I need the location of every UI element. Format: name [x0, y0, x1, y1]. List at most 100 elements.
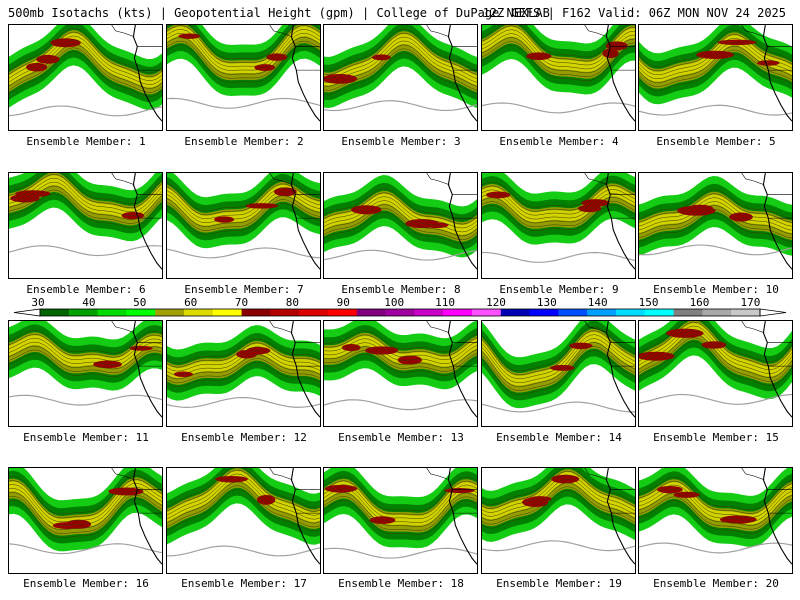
political-borders	[269, 25, 320, 71]
height-contour-dark	[167, 358, 320, 384]
height-contour-dark	[482, 33, 635, 70]
member-map-4	[481, 24, 636, 131]
height-contour-dark	[639, 333, 792, 378]
height-contour-dark	[9, 193, 162, 228]
height-contour-dark	[639, 37, 792, 76]
legend-swatch	[472, 309, 502, 316]
height-contour-dark	[639, 484, 792, 518]
height-contour-dark	[9, 475, 162, 515]
coastline	[290, 468, 320, 565]
height-contour-dark	[9, 353, 162, 378]
height-contour-dark	[167, 354, 320, 380]
header-title: 500mb Isotachs (kts) | Geopotential Heig…	[8, 6, 550, 20]
legend-tick: 140	[587, 296, 608, 309]
coastline	[132, 321, 162, 418]
jet-stream-map	[9, 321, 162, 418]
political-borders	[111, 25, 162, 71]
wind-band-30kt	[324, 470, 477, 541]
legend-swatch	[328, 309, 358, 316]
legend-tick: 30	[31, 296, 45, 309]
political-borders	[426, 468, 477, 514]
member-map-19	[481, 467, 636, 574]
height-contour-dark	[167, 469, 320, 512]
height-contour-gray	[639, 393, 792, 405]
height-contour-dark	[167, 481, 320, 524]
height-contour-gray	[167, 97, 320, 109]
height-contour-dark	[324, 488, 477, 523]
coastline	[605, 468, 635, 565]
member-label-5: Ensemble Member: 5	[656, 135, 776, 148]
height-contour-dark	[639, 488, 792, 522]
political-borders	[584, 173, 635, 219]
political-borders	[426, 321, 477, 367]
political-borders	[584, 321, 635, 367]
legend-swatch	[644, 309, 674, 316]
coastline	[605, 25, 635, 122]
member-label-15: Ensemble Member: 15	[653, 431, 779, 444]
height-contour-dark	[9, 494, 162, 534]
member-label-18: Ensemble Member: 18	[338, 577, 464, 590]
height-contour-dark	[9, 345, 162, 370]
wind-band-70kt	[482, 472, 635, 520]
legend-swatch	[97, 309, 127, 316]
member-label-8: Ensemble Member: 8	[341, 283, 461, 296]
height-contour-dark	[324, 208, 477, 241]
member-label-1: Ensemble Member: 1	[26, 135, 146, 148]
jet-stream-map	[167, 468, 320, 565]
height-contour-dark	[482, 41, 635, 78]
member-map-14	[481, 320, 636, 427]
height-contour-dark	[639, 325, 792, 370]
height-contour-dark	[639, 189, 792, 219]
legend-tick: 90	[336, 296, 350, 309]
height-contour-dark	[639, 49, 792, 87]
legend-swatch	[702, 309, 732, 316]
height-contour-gray	[324, 547, 477, 559]
wind-band-70kt	[167, 26, 320, 74]
member-map-2	[166, 24, 321, 131]
legend-swatch	[212, 309, 242, 316]
legend-swatch	[299, 309, 329, 316]
height-contour-dark	[639, 205, 792, 235]
jet-stream-map	[9, 25, 162, 122]
height-contour-dark	[9, 498, 162, 538]
coastline	[132, 468, 162, 565]
height-contour-dark	[324, 196, 477, 229]
legend-right-arrow	[759, 308, 787, 317]
height-contour-dark	[9, 39, 162, 85]
legend-swatch	[40, 309, 70, 316]
height-contour-gray	[9, 543, 162, 555]
member-map-5	[638, 24, 793, 131]
height-contour-dark	[9, 51, 162, 97]
height-contour-dark	[482, 486, 635, 525]
political-borders	[741, 25, 792, 71]
member-label-11: Ensemble Member: 11	[23, 431, 149, 444]
height-contour-dark	[482, 474, 635, 513]
member-map-13	[323, 320, 478, 427]
height-contour-gray	[9, 394, 162, 406]
member-label-4: Ensemble Member: 4	[499, 135, 619, 148]
coastline	[447, 25, 477, 122]
member-map-1	[8, 24, 163, 131]
height-contour-dark	[9, 479, 162, 519]
coastline	[605, 321, 635, 418]
coastline	[762, 468, 792, 565]
legend-left-arrow	[13, 308, 41, 317]
political-borders	[269, 321, 320, 367]
political-borders	[426, 25, 477, 71]
jet-stream-map	[167, 173, 320, 270]
legend-tick: 80	[285, 296, 300, 309]
height-contour-dark	[167, 25, 320, 63]
height-contour-dark	[639, 213, 792, 243]
height-contour-dark	[639, 197, 792, 227]
legend-swatch	[126, 309, 156, 316]
height-contour-dark	[9, 177, 162, 213]
jet-stream-map	[482, 25, 635, 122]
height-contour-gray	[167, 396, 320, 408]
wind-band-70kt	[324, 481, 477, 526]
height-contour-dark	[9, 35, 162, 81]
legend-tick: 40	[82, 296, 96, 309]
isotach-legend: 30 40 50 60 70 80 90 100 110 120 130 140 150 160 170	[0, 296, 800, 320]
height-contour-dark	[9, 47, 162, 93]
height-contour-gray	[324, 399, 477, 411]
height-contour-dark	[324, 44, 477, 87]
